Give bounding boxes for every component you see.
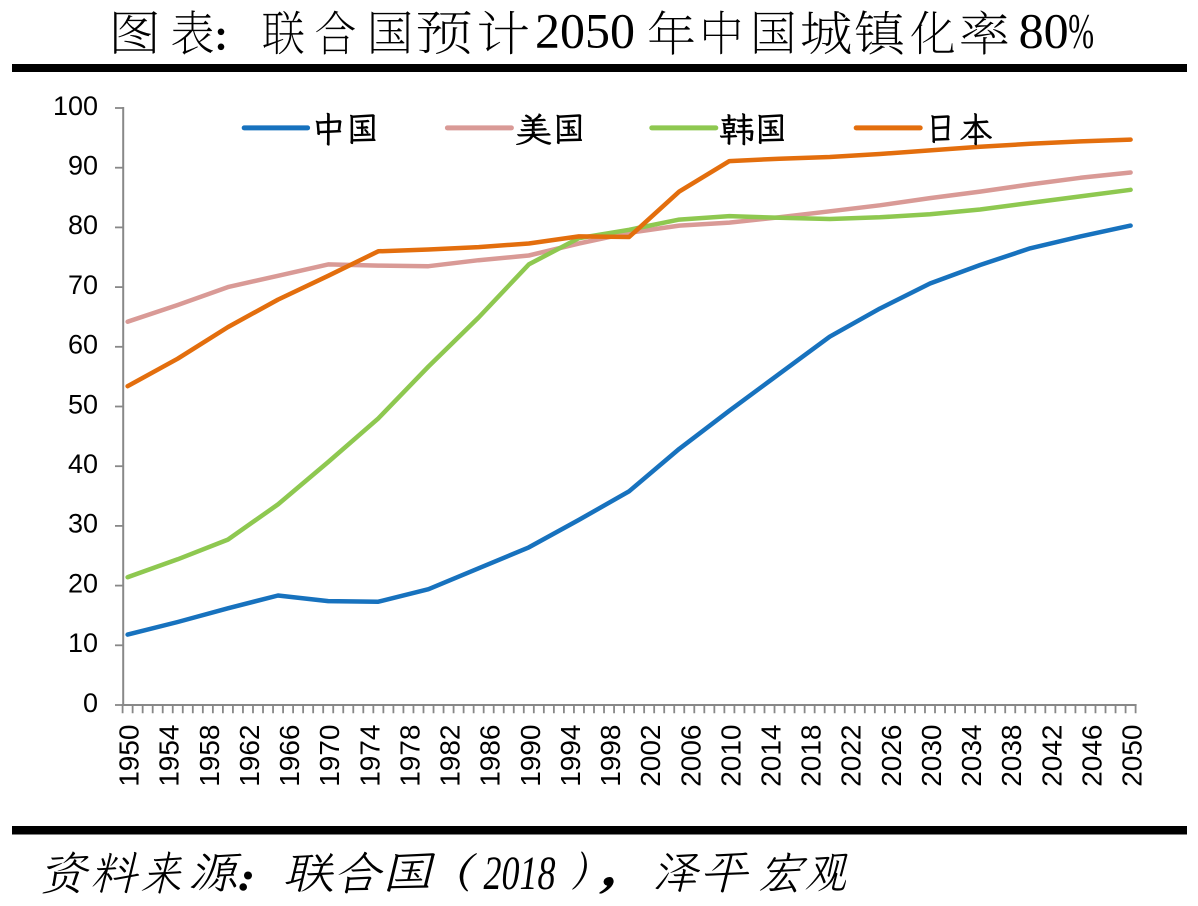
svg-text:2018: 2018 — [796, 725, 827, 787]
svg-text:2030: 2030 — [916, 725, 947, 787]
svg-text:1970: 1970 — [314, 725, 345, 787]
svg-text:0: 0 — [83, 688, 98, 718]
svg-text:70: 70 — [68, 270, 98, 300]
svg-text:2038: 2038 — [996, 725, 1027, 787]
svg-text:2010: 2010 — [715, 725, 746, 787]
svg-text:1978: 1978 — [394, 725, 425, 787]
svg-text:1986: 1986 — [475, 725, 506, 787]
svg-text:50: 50 — [68, 389, 98, 419]
svg-text:60: 60 — [68, 330, 98, 360]
svg-text:2026: 2026 — [876, 725, 907, 787]
svg-text:1998: 1998 — [595, 725, 626, 787]
svg-text:2002: 2002 — [635, 725, 666, 787]
svg-text:1994: 1994 — [555, 725, 586, 787]
svg-text:1990: 1990 — [515, 725, 546, 787]
svg-text:1962: 1962 — [234, 725, 265, 787]
svg-text:%: % — [1068, 3, 1094, 58]
svg-text:20: 20 — [68, 568, 98, 598]
svg-text:80: 80 — [1019, 3, 1069, 59]
svg-text:2014: 2014 — [756, 725, 787, 787]
svg-text:2034: 2034 — [956, 725, 987, 787]
svg-text:1954: 1954 — [154, 725, 185, 787]
svg-text:90: 90 — [68, 151, 98, 181]
svg-text:1958: 1958 — [194, 725, 225, 787]
svg-text:1982: 1982 — [435, 725, 466, 787]
svg-text:1974: 1974 — [354, 725, 385, 787]
svg-text:80: 80 — [68, 210, 98, 240]
svg-text:100: 100 — [53, 91, 98, 121]
svg-text:2050: 2050 — [535, 3, 635, 59]
svg-text:1966: 1966 — [274, 725, 305, 787]
svg-text:1950: 1950 — [114, 725, 145, 787]
svg-text:40: 40 — [68, 449, 98, 479]
svg-text:30: 30 — [68, 509, 98, 539]
svg-text:2018: 2018 — [484, 847, 556, 900]
svg-text:2050: 2050 — [1117, 725, 1148, 787]
svg-text:2022: 2022 — [836, 725, 867, 787]
svg-text:2046: 2046 — [1077, 725, 1108, 787]
svg-text:10: 10 — [68, 628, 98, 658]
svg-text:2006: 2006 — [675, 725, 706, 787]
svg-text:2042: 2042 — [1036, 725, 1067, 787]
